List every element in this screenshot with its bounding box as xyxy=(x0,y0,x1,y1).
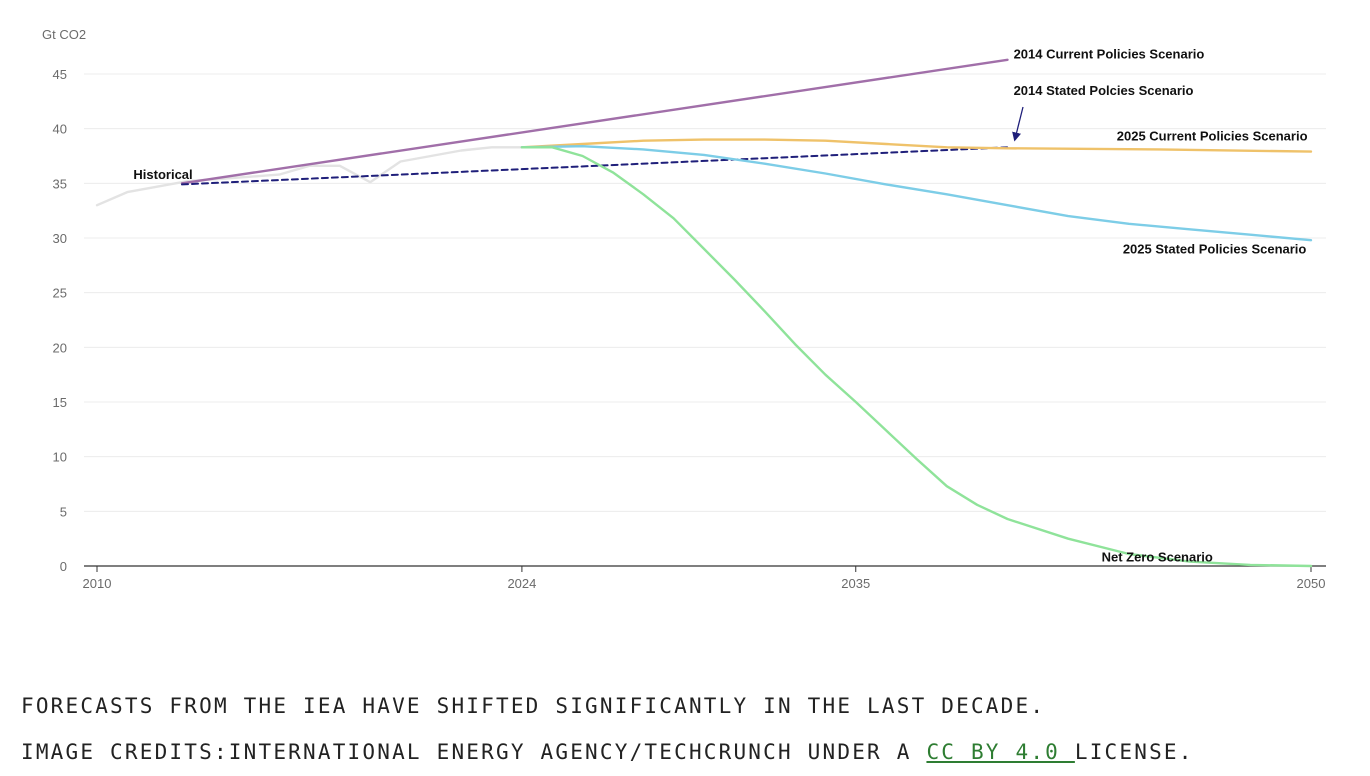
gridlines xyxy=(84,73,1326,567)
credits-prefix: IMAGE CREDITS:INTERNATIONAL ENERGY AGENC… xyxy=(21,740,927,764)
series-label-2025-current-policies-scenario: 2025 Current Policies Scenario xyxy=(1117,129,1308,144)
license-link[interactable]: CC BY 4.0 xyxy=(926,740,1075,764)
series-line-2025-current-policies-scenario xyxy=(520,138,1313,153)
y-tick-label: 10 xyxy=(53,450,67,465)
series-line-2014-stated-polcies-scenario xyxy=(181,146,1009,186)
x-tick-label: 2050 xyxy=(1297,576,1326,591)
series-label-net-zero-scenario: Net Zero Scenario xyxy=(1102,550,1213,565)
image-credits: IMAGE CREDITS:INTERNATIONAL ENERGY AGENC… xyxy=(21,740,1194,764)
x-tick-label: 2035 xyxy=(841,576,870,591)
y-tick-label: 45 xyxy=(53,67,67,82)
y-tick-label: 5 xyxy=(60,504,67,519)
y-axis-label: Gt CO2 xyxy=(42,27,86,42)
series-label-2014-stated-polcies-scenario: 2014 Stated Polcies Scenario xyxy=(1014,83,1194,98)
series-line-historical xyxy=(95,146,524,207)
figure-caption: FORECASTS FROM THE IEA HAVE SHIFTED SIGN… xyxy=(21,694,1046,718)
callout-arrow xyxy=(1012,106,1024,142)
y-tick-label: 0 xyxy=(60,559,67,574)
series-line-net-zero-scenario xyxy=(520,146,1313,568)
series-label-2014-current-policies-scenario: 2014 Current Policies Scenario xyxy=(1014,47,1205,62)
series-label-2025-stated-policies-scenario: 2025 Stated Policies Scenario xyxy=(1123,241,1307,256)
y-tick-label: 20 xyxy=(53,340,67,355)
credits-suffix: LICENSE. xyxy=(1074,740,1194,764)
series-labels: Historical 2014 Current Policies Scenario… xyxy=(133,47,1307,565)
series-line-2014-current-policies-scenario xyxy=(180,58,1009,185)
y-tick-label: 40 xyxy=(53,122,67,137)
series-lines xyxy=(95,58,1313,568)
y-tick-label: 30 xyxy=(53,231,67,246)
y-tick-label: 25 xyxy=(53,286,67,301)
y-tick-label: 15 xyxy=(53,395,67,410)
y-tick-label: 35 xyxy=(53,176,67,191)
x-tick-label: 2024 xyxy=(507,576,536,591)
series-label-historical: Historical xyxy=(133,167,192,182)
series-line-2025-stated-policies-scenario xyxy=(520,144,1313,242)
y-axis-ticks: 0 5 10 15 20 25 30 35 40 45 xyxy=(53,67,67,574)
x-tick-label: 2010 xyxy=(83,576,112,591)
emissions-chart: 0 5 10 15 20 25 30 35 40 45 2010 2024 2035 2050 Gt C… xyxy=(42,27,1326,591)
x-axis-ticks: 2010 2024 2035 2050 xyxy=(83,566,1326,591)
